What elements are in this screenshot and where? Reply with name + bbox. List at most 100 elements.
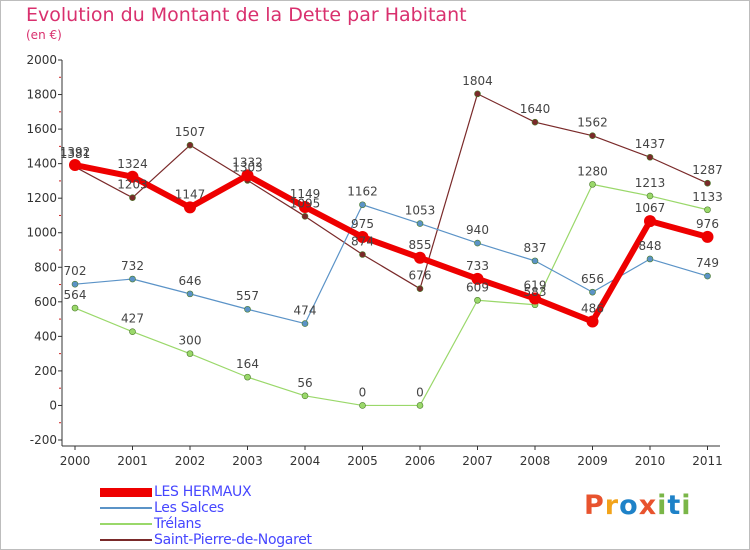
- x-tick-label: 2007: [462, 454, 493, 468]
- y-tick-label: 1200: [26, 191, 57, 205]
- y-tick-label: 800: [34, 260, 57, 274]
- x-tick-label: 2008: [520, 454, 551, 468]
- data-label: 1067: [635, 201, 666, 215]
- data-label: 1133: [692, 190, 723, 204]
- data-point: [646, 192, 654, 200]
- x-tick-label: 2002: [175, 454, 206, 468]
- y-tick-label: 0: [49, 398, 57, 412]
- data-point: [589, 181, 596, 188]
- legend-label: Trélans: [154, 516, 202, 532]
- x-tick-label: 2010: [635, 454, 666, 468]
- data-label: 874: [351, 234, 374, 248]
- series-line: [74, 183, 709, 407]
- data-label: 427: [121, 312, 144, 326]
- data-point: [471, 272, 484, 285]
- y-tick-label: 1400: [26, 157, 57, 171]
- data-point: [244, 305, 251, 313]
- data-point: [644, 215, 656, 228]
- data-label: 749: [696, 256, 719, 270]
- x-tick-label: 2011: [692, 454, 723, 468]
- x-tick-label: 2005: [347, 454, 378, 468]
- data-label: 1280: [577, 164, 608, 178]
- data-point: [586, 315, 599, 328]
- data-point: [529, 292, 541, 305]
- y-tick-label: 1000: [26, 226, 57, 240]
- data-label: 1392: [60, 145, 91, 159]
- data-label: 676: [409, 269, 432, 283]
- data-label: 1640: [520, 102, 551, 116]
- data-label: 1324: [117, 157, 148, 171]
- data-label: 1303: [232, 160, 263, 174]
- data-point: [301, 320, 309, 327]
- data-label: 557: [236, 289, 259, 303]
- y-tick-label: 1800: [26, 88, 57, 102]
- y-tick-label: 1600: [26, 122, 57, 136]
- data-point: [701, 230, 714, 243]
- data-point: [589, 288, 596, 296]
- y-tick-label: -200: [30, 433, 57, 447]
- data-point: [301, 213, 309, 220]
- data-point: [129, 275, 136, 283]
- data-point: [414, 251, 426, 264]
- data-point: [704, 272, 711, 280]
- legend-swatch: [100, 487, 152, 497]
- data-label: 975: [351, 217, 374, 231]
- data-label: 619: [524, 279, 547, 293]
- data-label: 0: [359, 385, 367, 399]
- data-point: [474, 90, 481, 98]
- x-tick-label: 2003: [232, 454, 263, 468]
- legend-label: LES HERMAUX: [154, 484, 252, 500]
- data-point: [241, 169, 254, 182]
- data-label: 1562: [577, 116, 608, 130]
- data-point: [359, 402, 366, 409]
- data-label: 164: [236, 357, 259, 371]
- data-label: 1213: [635, 176, 666, 190]
- data-point: [69, 159, 81, 172]
- data-label: 1095: [290, 196, 321, 210]
- legend-swatch: [100, 523, 152, 525]
- series-line: [74, 204, 709, 325]
- data-point: [646, 255, 654, 263]
- legend-swatch: [100, 539, 152, 541]
- data-point: [301, 392, 309, 400]
- data-label: 940: [466, 223, 489, 237]
- data-point: [186, 350, 194, 357]
- data-point: [71, 304, 79, 312]
- legend-label: Saint-Pierre-de-Nogaret: [154, 532, 312, 548]
- chart-title: Evolution du Montant de la Dette par Hab…: [26, 4, 467, 26]
- data-point: [416, 220, 424, 227]
- data-label: 1507: [175, 125, 206, 139]
- data-point: [359, 201, 366, 209]
- data-label: 1149: [290, 187, 321, 201]
- data-label: 1804: [462, 74, 493, 88]
- y-tick-label: 2000: [26, 53, 57, 67]
- x-tick-label: 2001: [117, 454, 148, 468]
- data-label: 733: [466, 259, 489, 273]
- data-label: 1162: [347, 185, 378, 199]
- series-line: [72, 162, 711, 325]
- proxiti-logo: Proxiti: [584, 490, 692, 521]
- x-tick-label: 2006: [405, 454, 436, 468]
- data-point: [186, 141, 194, 149]
- data-label: 1147: [175, 187, 206, 201]
- data-label: 56: [297, 376, 312, 390]
- data-point: [184, 201, 196, 214]
- data-label: 0: [416, 385, 424, 399]
- data-label: 564: [64, 288, 87, 302]
- data-point: [589, 132, 596, 139]
- data-point: [356, 231, 369, 244]
- logo-letter: o: [619, 490, 639, 521]
- data-point: [704, 179, 711, 187]
- logo-letter: x: [638, 490, 658, 521]
- x-tick-label: 2009: [577, 454, 608, 468]
- data-point: [129, 194, 136, 201]
- data-label: 1203: [117, 178, 148, 192]
- logo-letter: r: [604, 490, 620, 521]
- data-label: 1332: [232, 155, 263, 169]
- chart-subtitle: (en €): [26, 28, 62, 42]
- series-line: [74, 93, 709, 290]
- data-label: 1287: [692, 163, 723, 177]
- x-tick-label: 2004: [290, 454, 321, 468]
